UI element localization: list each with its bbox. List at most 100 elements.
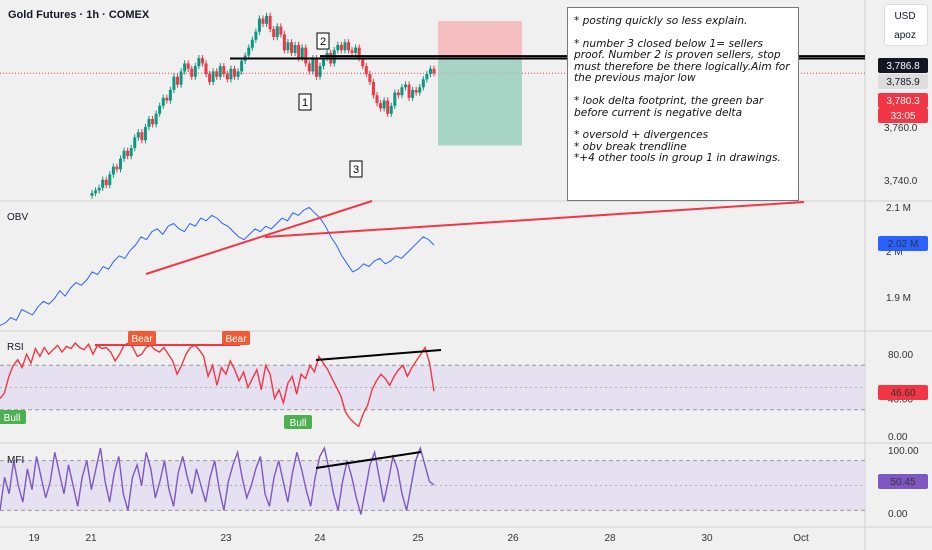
candle-body xyxy=(379,103,383,109)
candle-body xyxy=(371,81,375,96)
user-label: apoz xyxy=(894,30,916,41)
price-tick-label: 3,760.0 xyxy=(884,123,918,134)
note-line: * obv break trendline xyxy=(574,140,687,153)
candle-body xyxy=(347,42,350,51)
rsi-tick-label: 40.00 xyxy=(888,395,913,406)
candle-body xyxy=(176,76,179,85)
candle-body xyxy=(115,166,119,170)
signal-tag-label: Bull xyxy=(4,413,21,424)
price-label-text: 3,786.8 xyxy=(886,61,920,72)
candle-body xyxy=(215,71,219,77)
candle-body xyxy=(354,47,358,53)
obv-trendline-1 xyxy=(145,200,373,275)
marker-label: 1 xyxy=(302,97,308,109)
take-profit-zone xyxy=(438,58,522,146)
symbol-title[interactable]: Gold Futures · 1h · COMEX xyxy=(8,9,150,21)
candle-body xyxy=(414,89,418,93)
price-label-tag xyxy=(878,58,928,73)
candle-body xyxy=(318,66,322,77)
candle-body xyxy=(428,68,432,75)
candle-body xyxy=(421,79,425,88)
candle-body xyxy=(193,66,197,77)
mfi-pane-title: MFI xyxy=(7,455,25,466)
obv-tick-label: 1.9 M xyxy=(886,293,911,304)
candle-body xyxy=(101,179,105,188)
candle-body xyxy=(322,58,326,67)
time-axis-label: 28 xyxy=(604,533,616,544)
candle-body xyxy=(172,76,176,90)
signal-tag-label: Bear xyxy=(131,334,153,345)
marker-box xyxy=(316,32,330,50)
marker-box xyxy=(349,160,363,178)
currency-label: USD xyxy=(894,11,916,22)
marker-label: 3 xyxy=(353,164,359,176)
mfi-tick-label: 0.00 xyxy=(888,509,908,520)
candle-body xyxy=(254,31,258,40)
candle-body xyxy=(218,66,222,77)
candle-body xyxy=(361,58,365,67)
candle-body xyxy=(375,95,379,104)
candle-body xyxy=(168,89,172,101)
time-axis-label: Oct xyxy=(793,533,809,544)
stop-loss-zone xyxy=(438,21,522,59)
candle-body xyxy=(136,132,140,138)
signal-tag-label: Bull xyxy=(290,418,307,429)
candle-body xyxy=(425,74,429,80)
obv-tick-label: 2.1 M xyxy=(886,203,911,214)
candle-body xyxy=(261,18,265,24)
candle-body xyxy=(140,132,144,141)
signal-tag xyxy=(128,331,156,345)
candle-body xyxy=(272,29,276,38)
candle-body xyxy=(233,68,236,77)
candle-body xyxy=(364,66,368,75)
time-axis-label: 26 xyxy=(507,533,519,544)
candle-body xyxy=(250,39,254,48)
candle-body xyxy=(400,87,404,96)
candle-body xyxy=(158,105,162,114)
price-label-text: 3,780.3 xyxy=(886,96,920,107)
candle-body xyxy=(186,63,190,69)
candle-body xyxy=(247,47,251,56)
signal-tag xyxy=(0,410,26,424)
marker-label: 2 xyxy=(320,36,326,48)
time-axis-label: 25 xyxy=(412,533,424,544)
currency-box[interactable] xyxy=(884,4,928,46)
candle-body xyxy=(236,71,240,77)
candle-body xyxy=(297,44,301,59)
candle-body xyxy=(404,84,407,88)
candle-body xyxy=(165,97,169,101)
candle-body xyxy=(350,50,354,53)
candle-body xyxy=(275,26,279,38)
candle-body xyxy=(126,150,130,157)
candle-body xyxy=(240,60,244,72)
candle-body xyxy=(343,42,347,51)
candle-body xyxy=(208,74,212,82)
candle-body xyxy=(290,42,293,53)
signal-tag xyxy=(222,331,250,345)
time-axis-label: 23 xyxy=(220,533,232,544)
candle-body xyxy=(183,63,187,72)
candle-body xyxy=(382,100,386,109)
candle-body xyxy=(94,190,98,194)
signal-tag xyxy=(284,415,312,429)
candle-body xyxy=(161,97,165,106)
candle-body xyxy=(293,44,297,53)
price-label-text: 33:05 xyxy=(890,111,915,122)
rsi-tick-label: 80.00 xyxy=(888,350,913,361)
obv-line xyxy=(0,206,435,327)
rsi-divergence-line xyxy=(315,349,442,361)
candle-body xyxy=(282,34,286,51)
candle-body xyxy=(90,193,94,196)
candle-body xyxy=(432,68,436,74)
candle-body xyxy=(393,92,397,106)
candle-body xyxy=(307,63,311,72)
candle-body xyxy=(257,18,261,32)
candle-body xyxy=(386,100,390,114)
candle-body xyxy=(300,47,304,59)
candle-body xyxy=(411,89,415,98)
time-axis-label: 24 xyxy=(314,533,326,544)
candle-body xyxy=(111,166,115,175)
candle-body xyxy=(133,137,137,149)
rsi-line xyxy=(0,342,435,428)
mfi-tick-label: 100.00 xyxy=(888,446,919,457)
